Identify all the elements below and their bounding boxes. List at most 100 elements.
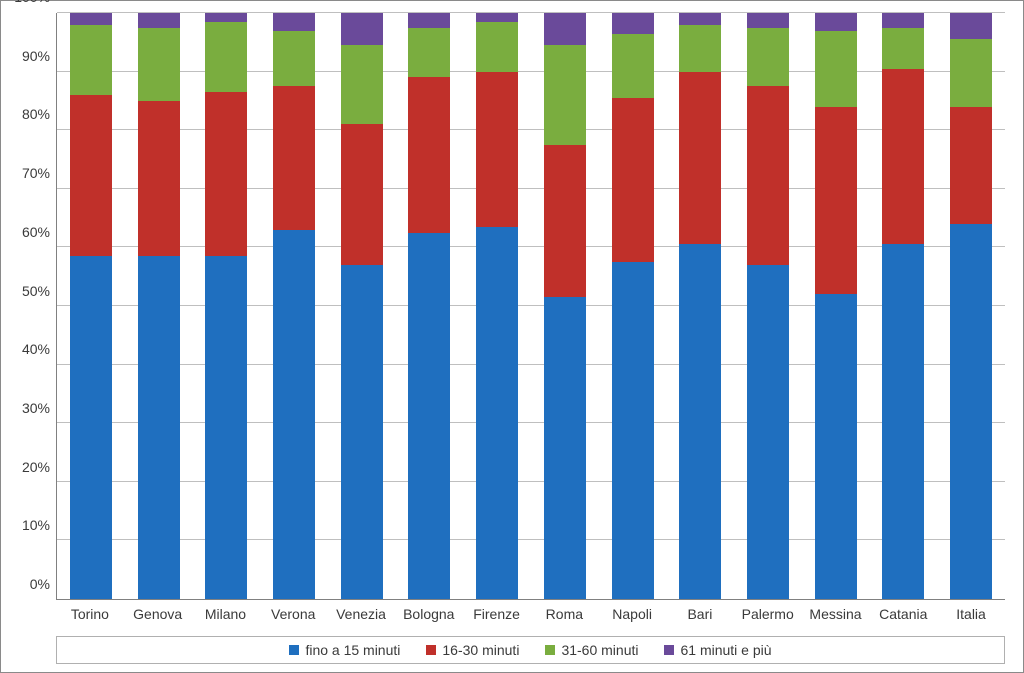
bar-segment-s1 (408, 233, 450, 599)
x-tick-label: Bologna (395, 602, 463, 632)
legend-label: 61 minuti e più (680, 642, 771, 658)
bar-segment-s4 (679, 13, 721, 25)
bar-slot (937, 13, 1005, 599)
y-axis: 0%10%20%30%40%50%60%70%80%90%100% (1, 13, 56, 600)
bar-segment-s3 (815, 31, 857, 107)
x-tick-label: Venezia (327, 602, 395, 632)
bar-segment-s2 (476, 72, 518, 227)
plot-area (56, 13, 1005, 600)
bar-segment-s4 (205, 13, 247, 22)
x-tick-label: Napoli (598, 602, 666, 632)
bar-segment-s2 (950, 107, 992, 224)
x-tick-label: Bari (666, 602, 734, 632)
y-tick-label: 60% (22, 224, 50, 240)
bar (273, 13, 315, 599)
bar-slot (666, 13, 734, 599)
legend-label: 16-30 minuti (442, 642, 519, 658)
bar-segment-s3 (747, 28, 789, 87)
y-tick-label: 10% (22, 517, 50, 533)
legend-item: 61 minuti e più (664, 642, 771, 658)
bar (612, 13, 654, 599)
bar-segment-s2 (612, 98, 654, 262)
bar-segment-s4 (612, 13, 654, 34)
bar-segment-s2 (747, 86, 789, 265)
bar-segment-s3 (544, 45, 586, 145)
bar-segment-s1 (882, 244, 924, 599)
bar-segment-s1 (341, 265, 383, 599)
legend: fino a 15 minuti16-30 minuti31-60 minuti… (56, 636, 1005, 664)
bar-segment-s4 (138, 13, 180, 28)
bar (544, 13, 586, 599)
bar-segment-s3 (273, 31, 315, 87)
bar-segment-s4 (544, 13, 586, 45)
bar-segment-s2 (273, 86, 315, 230)
x-tick-label: Italia (937, 602, 1005, 632)
bar-segment-s1 (815, 294, 857, 599)
bar-segment-s4 (815, 13, 857, 31)
x-tick-label: Roma (530, 602, 598, 632)
bar-slot (463, 13, 531, 599)
bar-slot (192, 13, 260, 599)
legend-label: 31-60 minuti (561, 642, 638, 658)
bar-segment-s4 (476, 13, 518, 22)
bar (205, 13, 247, 599)
bar-segment-s1 (950, 224, 992, 599)
x-tick-label: Verona (259, 602, 327, 632)
y-tick-label: 100% (14, 0, 50, 5)
legend-swatch (426, 645, 436, 655)
y-tick-label: 50% (22, 283, 50, 299)
y-tick-label: 90% (22, 48, 50, 64)
bar-segment-s4 (950, 13, 992, 39)
y-tick-label: 0% (30, 576, 50, 592)
bar (747, 13, 789, 599)
bar-segment-s1 (70, 256, 112, 599)
bar-segment-s2 (70, 95, 112, 256)
x-tick-label: Messina (802, 602, 870, 632)
bar (408, 13, 450, 599)
bar-segment-s2 (815, 107, 857, 295)
x-axis: TorinoGenovaMilanoVeronaVeneziaBolognaFi… (56, 602, 1005, 632)
bar-slot (328, 13, 396, 599)
bar-segment-s1 (679, 244, 721, 599)
bar-segment-s2 (544, 145, 586, 297)
bar-segment-s2 (408, 77, 450, 232)
stacked-bar-chart: 0%10%20%30%40%50%60%70%80%90%100% Torino… (0, 0, 1024, 673)
bar-segment-s3 (341, 45, 383, 124)
x-tick-label: Torino (56, 602, 124, 632)
y-tick-label: 20% (22, 459, 50, 475)
legend-swatch (664, 645, 674, 655)
x-tick-label: Catania (869, 602, 937, 632)
bar-slot (396, 13, 464, 599)
bars-group (57, 13, 1005, 599)
bar-segment-s3 (950, 39, 992, 106)
bar-segment-s3 (612, 34, 654, 98)
bar (476, 13, 518, 599)
bar (882, 13, 924, 599)
bar-segment-s1 (138, 256, 180, 599)
bar-segment-s3 (70, 25, 112, 95)
bar-segment-s3 (205, 22, 247, 92)
bar (341, 13, 383, 599)
bar-segment-s1 (476, 227, 518, 599)
bar-slot (260, 13, 328, 599)
bar-segment-s1 (612, 262, 654, 599)
bar-slot (125, 13, 193, 599)
bar-slot (870, 13, 938, 599)
y-tick-label: 70% (22, 165, 50, 181)
bar-segment-s4 (408, 13, 450, 28)
legend-item: 16-30 minuti (426, 642, 519, 658)
x-tick-label: Milano (192, 602, 260, 632)
bar-segment-s2 (138, 101, 180, 256)
bar (138, 13, 180, 599)
bar (815, 13, 857, 599)
legend-swatch (545, 645, 555, 655)
bar-segment-s1 (205, 256, 247, 599)
bar-segment-s3 (679, 25, 721, 72)
bar-slot (531, 13, 599, 599)
legend-item: 31-60 minuti (545, 642, 638, 658)
bar-segment-s4 (882, 13, 924, 28)
y-tick-label: 30% (22, 400, 50, 416)
bar-segment-s2 (882, 69, 924, 245)
bar-slot (802, 13, 870, 599)
bar-segment-s3 (882, 28, 924, 69)
